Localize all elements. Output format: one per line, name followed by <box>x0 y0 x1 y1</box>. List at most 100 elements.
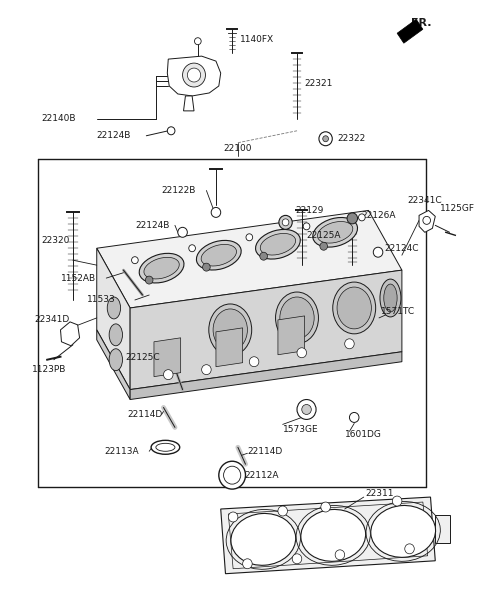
Ellipse shape <box>301 510 366 561</box>
Polygon shape <box>397 19 423 43</box>
Ellipse shape <box>139 253 184 283</box>
Text: 22125A: 22125A <box>307 231 341 240</box>
Circle shape <box>302 405 312 414</box>
Text: 1573GE: 1573GE <box>283 425 318 434</box>
Circle shape <box>246 234 252 241</box>
Circle shape <box>282 219 289 226</box>
Circle shape <box>297 399 316 420</box>
Text: 1123PB: 1123PB <box>32 365 66 374</box>
Circle shape <box>164 370 173 380</box>
Text: 22124B: 22124B <box>97 131 131 140</box>
Polygon shape <box>97 210 402 308</box>
Text: 22124C: 22124C <box>385 244 419 253</box>
Circle shape <box>320 242 327 250</box>
Text: 22114D: 22114D <box>247 447 283 456</box>
Circle shape <box>278 506 288 516</box>
Ellipse shape <box>260 234 296 255</box>
Circle shape <box>321 502 330 512</box>
Ellipse shape <box>151 440 180 454</box>
Polygon shape <box>97 330 130 399</box>
Polygon shape <box>183 96 194 111</box>
Text: 22125C: 22125C <box>125 353 160 362</box>
Ellipse shape <box>144 257 179 279</box>
Circle shape <box>187 68 201 82</box>
Ellipse shape <box>213 309 247 351</box>
Circle shape <box>303 223 310 230</box>
Text: 22129: 22129 <box>295 206 324 215</box>
Ellipse shape <box>380 279 401 317</box>
Text: 22321: 22321 <box>305 79 333 88</box>
Circle shape <box>228 512 238 522</box>
Text: 22124B: 22124B <box>135 221 169 230</box>
Circle shape <box>279 215 292 229</box>
Ellipse shape <box>109 324 122 346</box>
Ellipse shape <box>276 292 318 344</box>
Circle shape <box>249 357 259 367</box>
Text: 22140B: 22140B <box>41 114 76 123</box>
Circle shape <box>373 247 383 257</box>
Circle shape <box>211 207 221 218</box>
Circle shape <box>345 339 354 349</box>
Circle shape <box>319 132 332 145</box>
Polygon shape <box>168 56 221 96</box>
Ellipse shape <box>231 513 296 565</box>
Ellipse shape <box>333 282 376 334</box>
Text: 22322: 22322 <box>337 134 365 143</box>
Circle shape <box>178 227 187 237</box>
Circle shape <box>405 544 414 554</box>
Circle shape <box>168 127 175 135</box>
Polygon shape <box>278 316 305 355</box>
Text: 22341D: 22341D <box>35 315 70 324</box>
Polygon shape <box>154 338 180 377</box>
Ellipse shape <box>317 222 353 243</box>
Polygon shape <box>130 270 402 390</box>
Text: 22112A: 22112A <box>244 471 279 480</box>
Circle shape <box>335 550 345 560</box>
Polygon shape <box>221 497 435 574</box>
Ellipse shape <box>371 505 435 557</box>
Text: 22126A: 22126A <box>362 211 396 220</box>
Text: 22113A: 22113A <box>104 447 139 456</box>
Text: 1152AB: 1152AB <box>60 274 96 283</box>
Circle shape <box>182 63 205 87</box>
Ellipse shape <box>196 240 241 270</box>
Polygon shape <box>216 328 243 367</box>
Text: 1140FX: 1140FX <box>240 35 274 44</box>
Text: 22320: 22320 <box>41 236 70 245</box>
Text: 22341C: 22341C <box>408 196 442 205</box>
Ellipse shape <box>313 218 358 247</box>
Polygon shape <box>419 210 435 232</box>
Circle shape <box>260 252 267 260</box>
Polygon shape <box>435 515 450 543</box>
Text: 1601DG: 1601DG <box>345 430 382 439</box>
Ellipse shape <box>219 461 245 489</box>
Ellipse shape <box>109 349 122 371</box>
Circle shape <box>292 554 302 564</box>
Text: 1125GF: 1125GF <box>440 204 475 213</box>
Text: 22100: 22100 <box>224 144 252 153</box>
Circle shape <box>297 348 307 358</box>
Circle shape <box>132 257 138 263</box>
Ellipse shape <box>255 229 300 259</box>
Circle shape <box>323 136 328 142</box>
Circle shape <box>202 365 211 375</box>
Ellipse shape <box>337 287 372 329</box>
Text: 22122B: 22122B <box>162 186 196 195</box>
Text: FR.: FR. <box>411 18 432 28</box>
Circle shape <box>189 245 195 252</box>
Circle shape <box>392 496 402 506</box>
Ellipse shape <box>201 244 237 266</box>
Circle shape <box>194 38 201 45</box>
Polygon shape <box>60 322 80 346</box>
Text: 11533: 11533 <box>87 296 116 305</box>
Text: 22311: 22311 <box>366 489 394 498</box>
Text: 22114D: 22114D <box>127 410 163 419</box>
Circle shape <box>145 276 153 284</box>
Circle shape <box>203 263 210 271</box>
Text: 1571TC: 1571TC <box>381 308 415 316</box>
Ellipse shape <box>280 297 314 339</box>
Ellipse shape <box>107 297 120 319</box>
Circle shape <box>349 412 359 423</box>
Ellipse shape <box>156 443 175 451</box>
Circle shape <box>423 216 431 224</box>
